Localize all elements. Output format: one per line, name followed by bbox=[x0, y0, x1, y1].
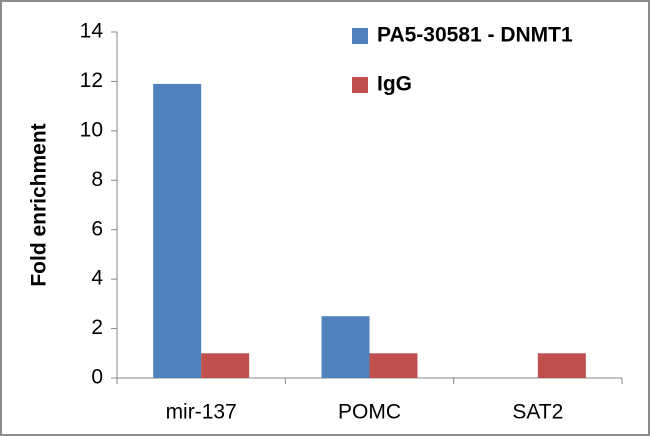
y-tick-label: 10 bbox=[80, 118, 103, 141]
bar bbox=[321, 316, 370, 378]
x-tick-label: mir-137 bbox=[166, 401, 237, 424]
y-tick-label: 0 bbox=[91, 366, 103, 389]
bar bbox=[201, 353, 250, 378]
y-axis-label: Fold enrichment bbox=[28, 123, 51, 286]
y-tick-label: 4 bbox=[91, 267, 103, 290]
legend-swatch bbox=[352, 77, 368, 93]
y-tick-label: 6 bbox=[91, 217, 103, 240]
bar bbox=[369, 353, 418, 378]
x-tick-label: POMC bbox=[338, 401, 401, 424]
legend-swatch bbox=[352, 28, 368, 44]
bar bbox=[153, 83, 202, 379]
legend-label: IgG bbox=[377, 73, 412, 96]
y-tick-label: 12 bbox=[80, 69, 103, 92]
y-tick-label: 8 bbox=[91, 168, 103, 191]
y-tick-label: 14 bbox=[80, 20, 104, 43]
legend-label: PA5-30581 - DNMT1 bbox=[377, 24, 573, 47]
y-tick-label: 2 bbox=[91, 316, 103, 339]
bar bbox=[537, 353, 586, 378]
x-tick-label: SAT2 bbox=[512, 401, 563, 424]
